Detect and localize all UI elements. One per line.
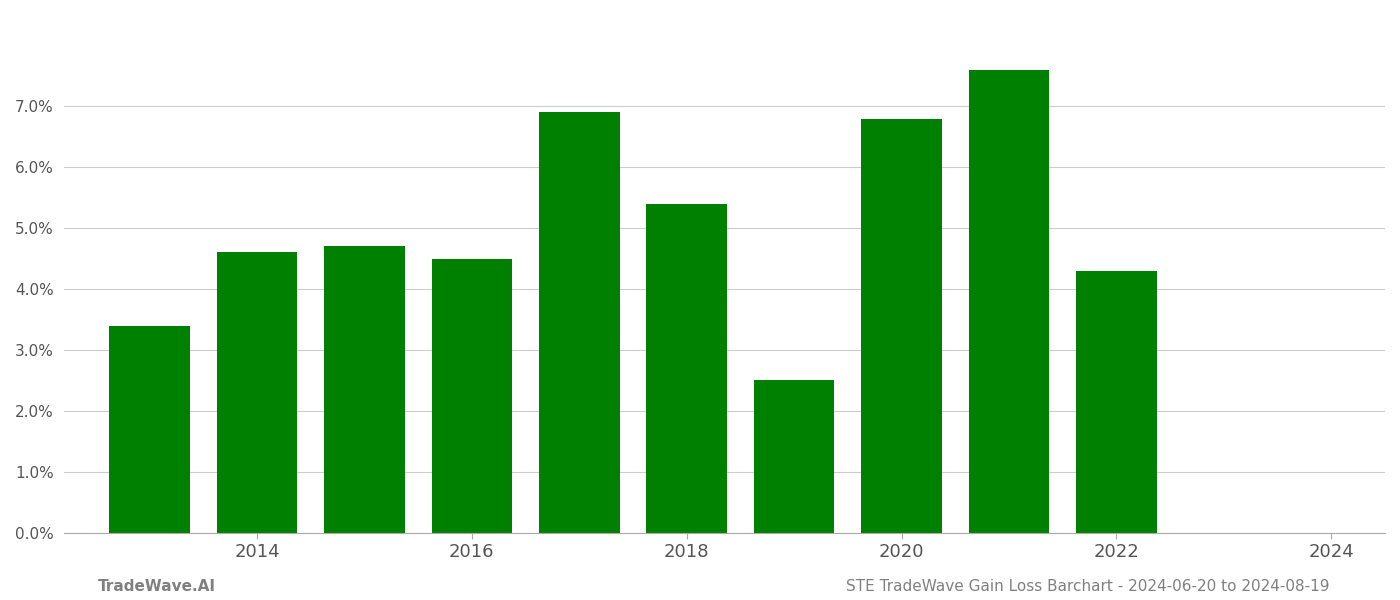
Bar — [325, 247, 405, 533]
Bar — [1077, 271, 1156, 533]
Bar — [217, 253, 297, 533]
Bar — [969, 70, 1049, 533]
Bar — [861, 119, 942, 533]
Text: TradeWave.AI: TradeWave.AI — [98, 579, 216, 594]
Bar — [753, 380, 834, 533]
Bar — [647, 204, 727, 533]
Text: STE TradeWave Gain Loss Barchart - 2024-06-20 to 2024-08-19: STE TradeWave Gain Loss Barchart - 2024-… — [847, 579, 1330, 594]
Bar — [109, 326, 190, 533]
Bar — [539, 112, 620, 533]
Bar — [431, 259, 512, 533]
